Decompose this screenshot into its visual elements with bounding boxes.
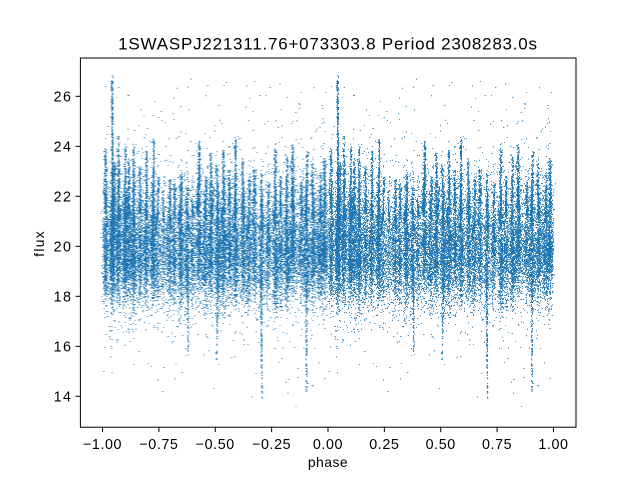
svg-text:20: 20: [54, 240, 73, 256]
svg-text:1SWASPJ221311.76+073303.8 Peri: 1SWASPJ221311.76+073303.8 Period 2308283…: [118, 35, 538, 54]
svg-text:14: 14: [54, 390, 73, 406]
svg-text:1.00: 1.00: [538, 437, 568, 453]
svg-text:−0.50: −0.50: [196, 437, 235, 453]
svg-text:0.50: 0.50: [426, 437, 456, 453]
svg-text:0.75: 0.75: [482, 437, 512, 453]
svg-text:0.00: 0.00: [313, 437, 343, 453]
svg-text:−0.75: −0.75: [139, 437, 178, 453]
svg-text:−0.25: −0.25: [252, 437, 291, 453]
svg-text:22: 22: [54, 190, 73, 206]
svg-text:phase: phase: [308, 454, 348, 470]
svg-text:18: 18: [54, 290, 73, 306]
svg-text:−1.00: −1.00: [83, 437, 122, 453]
svg-text:flux: flux: [31, 230, 47, 257]
svg-text:16: 16: [54, 340, 73, 356]
svg-text:24: 24: [54, 140, 73, 156]
svg-text:26: 26: [54, 90, 73, 106]
svg-text:0.25: 0.25: [369, 437, 399, 453]
